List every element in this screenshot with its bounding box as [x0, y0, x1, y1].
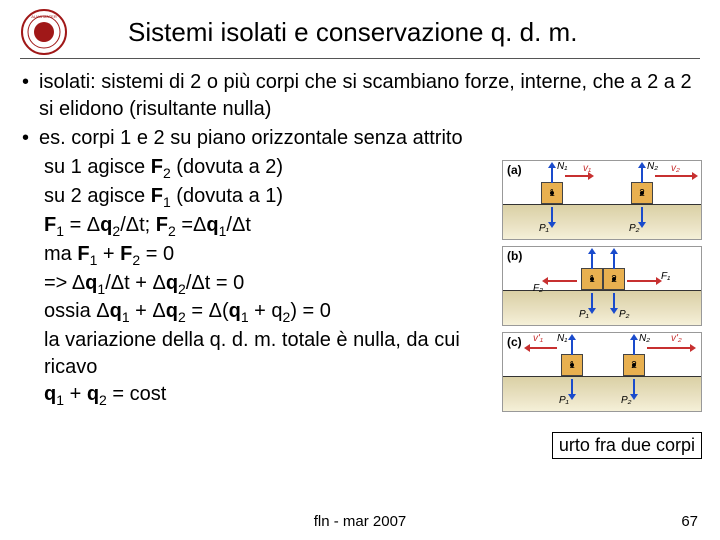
bullet-text: es. corpi 1 e 2 su piano orizzontale sen…: [39, 125, 698, 152]
panel-label: (c): [507, 335, 522, 349]
page-number: 67: [681, 513, 698, 530]
bullet-marker-icon: •: [22, 125, 29, 152]
line: q1 + q2 = cost: [44, 381, 474, 410]
equation-block: su 1 agisce F2 (dovuta a 2) su 2 agisce …: [44, 154, 474, 410]
line: la variazione della q. d. m. totale è nu…: [44, 327, 474, 381]
figure-panel-b: (b) 1 2 P₁ P₂ F₂ F₁: [502, 246, 702, 326]
panel-label: (a): [507, 163, 522, 177]
footer-text: fln - mar 2007: [0, 513, 720, 530]
bullet-item: • es. corpi 1 e 2 su piano orizzontale s…: [22, 125, 698, 152]
bullet-item: • isolati: sistemi di 2 o più corpi che …: [22, 69, 698, 123]
slide-title: Sistemi isolati e conservazione q. d. m.: [128, 17, 577, 48]
line: su 1 agisce F2 (dovuta a 2): [44, 154, 474, 183]
line: ossia Δq1 + Δq2 = Δ(q1 + q2) = 0: [44, 298, 474, 327]
university-seal-icon: ALMA MATER: [20, 8, 68, 56]
panel-label: (b): [507, 249, 522, 263]
line: => Δq1/Δt + Δq2/Δt = 0: [44, 270, 474, 299]
bullet-text: isolati: sistemi di 2 o più corpi che si…: [39, 69, 698, 123]
divider: [20, 58, 700, 59]
line: ma F1 + F2 = 0: [44, 241, 474, 270]
bullet-marker-icon: •: [22, 69, 29, 123]
line: F1 = Δq2/Δt; F2 =Δq1/Δt: [44, 212, 474, 241]
line: su 2 agisce F1 (dovuta a 1): [44, 183, 474, 212]
figure-caption: urto fra due corpi: [552, 432, 702, 459]
slide: ALMA MATER Sistemi isolati e conservazio…: [0, 0, 720, 540]
svg-text:ALMA MATER: ALMA MATER: [31, 14, 57, 19]
figure-panel-c: (c) 1 2 N₁ N₂ P₁ P₂ v'₁ v'₂: [502, 332, 702, 412]
collision-figure: (a) 1 2 N₁ N₂ P₁ P₂ v₁ v₂ (b) 1 2 P₁: [502, 160, 702, 418]
header: ALMA MATER Sistemi isolati e conservazio…: [0, 0, 720, 56]
figure-panel-a: (a) 1 2 N₁ N₂ P₁ P₂ v₁ v₂: [502, 160, 702, 240]
